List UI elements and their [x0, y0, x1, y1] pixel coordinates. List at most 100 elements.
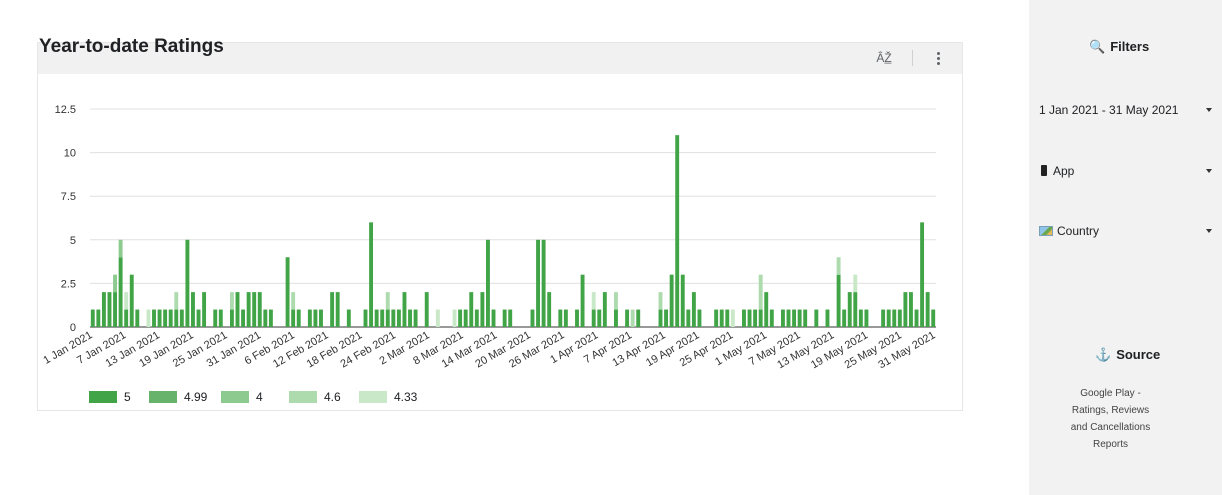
bar-segment[interactable] — [892, 309, 897, 327]
bar-segment[interactable] — [636, 309, 641, 327]
legend-item[interactable]: 4.99 — [149, 389, 207, 404]
bar-segment[interactable] — [291, 309, 296, 327]
bar-segment[interactable] — [825, 309, 830, 327]
bar-segment[interactable] — [797, 309, 802, 327]
bar-segment[interactable] — [157, 309, 162, 327]
bar-segment[interactable] — [268, 309, 273, 327]
bar-segment[interactable] — [803, 309, 808, 327]
bar-segment[interactable] — [742, 309, 746, 327]
bar-segment[interactable] — [719, 309, 724, 327]
bar-segment[interactable] — [458, 309, 463, 327]
bar-segment[interactable] — [307, 309, 312, 327]
bar-segment[interactable] — [909, 292, 913, 327]
bar-segment[interactable] — [263, 309, 268, 327]
legend-item[interactable]: 5 — [89, 389, 131, 404]
bar-segment[interactable] — [229, 292, 234, 310]
bar-segment[interactable] — [658, 292, 663, 310]
bar-segment[interactable] — [218, 309, 223, 327]
bar-segment[interactable] — [385, 309, 390, 327]
bar-segment[interactable] — [491, 309, 496, 327]
bar-segment[interactable] — [842, 309, 847, 327]
bar-segment[interactable] — [747, 309, 752, 327]
bar-segment[interactable] — [591, 292, 596, 310]
bar-segment[interactable] — [257, 292, 262, 327]
bar-segment[interactable] — [241, 309, 246, 327]
bar-segment[interactable] — [118, 257, 123, 327]
bar-segment[interactable] — [174, 292, 179, 310]
bar-segment[interactable] — [669, 274, 674, 327]
sort-icon[interactable]: ÂŽ̲ — [876, 51, 892, 65]
bar-segment[interactable] — [625, 309, 630, 327]
bar-segment[interactable] — [174, 309, 179, 327]
bar-segment[interactable] — [614, 309, 618, 327]
bar-segment[interactable] — [847, 292, 852, 327]
bar-segment[interactable] — [101, 292, 106, 327]
bar-segment[interactable] — [536, 239, 540, 327]
bar-segment[interactable] — [363, 309, 368, 327]
bar-segment[interactable] — [686, 309, 691, 327]
bar-segment[interactable] — [614, 292, 618, 310]
bar-segment[interactable] — [474, 309, 479, 327]
bar-segment[interactable] — [369, 222, 374, 327]
bar-segment[interactable] — [385, 292, 390, 310]
bar-segment[interactable] — [680, 274, 685, 327]
bar-segment[interactable] — [541, 239, 546, 327]
bar-segment[interactable] — [296, 309, 301, 327]
bar-segment[interactable] — [591, 309, 596, 327]
bar-segment[interactable] — [291, 292, 296, 310]
bar-segment[interactable] — [836, 257, 841, 275]
bar-segment[interactable] — [313, 309, 318, 327]
bar-segment[interactable] — [730, 309, 735, 327]
bar-segment[interactable] — [319, 309, 323, 327]
bar-segment[interactable] — [502, 309, 507, 327]
bar-segment[interactable] — [396, 309, 401, 327]
bar-segment[interactable] — [725, 309, 730, 327]
bar-segment[interactable] — [335, 292, 340, 327]
bar-segment[interactable] — [113, 292, 117, 327]
bar-segment[interactable] — [691, 292, 696, 327]
bar-segment[interactable] — [391, 309, 396, 327]
bar-segment[interactable] — [213, 309, 218, 327]
bar-segment[interactable] — [107, 292, 112, 327]
bar-segment[interactable] — [113, 274, 117, 293]
bar-segment[interactable] — [931, 309, 936, 327]
bar-segment[interactable] — [780, 309, 785, 327]
bar-segment[interactable] — [480, 292, 485, 327]
bar-segment[interactable] — [920, 222, 925, 327]
bar-segment[interactable] — [330, 292, 335, 327]
bar-segment[interactable] — [146, 309, 151, 327]
bar-segment[interactable] — [179, 309, 184, 327]
bar-segment[interactable] — [658, 309, 663, 327]
bar-segment[interactable] — [129, 274, 134, 327]
bar-segment[interactable] — [758, 309, 763, 327]
bar-segment[interactable] — [463, 309, 468, 327]
bar-segment[interactable] — [530, 309, 535, 327]
legend-item[interactable]: 4.33 — [359, 389, 417, 404]
legend-item[interactable]: 4 — [221, 389, 263, 404]
bar-segment[interactable] — [547, 292, 552, 327]
bar-segment[interactable] — [196, 309, 201, 327]
date-range-filter[interactable]: 1 Jan 2021 - 31 May 2021 — [1039, 101, 1214, 121]
bar-segment[interactable] — [886, 309, 891, 327]
bar-segment[interactable] — [786, 309, 791, 327]
bar-segment[interactable] — [424, 292, 429, 327]
bar-segment[interactable] — [758, 274, 763, 310]
bar-segment[interactable] — [597, 309, 602, 327]
bar-segment[interactable] — [558, 309, 563, 327]
bar-segment[interactable] — [90, 309, 95, 327]
legend-item[interactable]: 4.6 — [289, 389, 341, 404]
bar-segment[interactable] — [897, 309, 902, 327]
bar-segment[interactable] — [836, 274, 841, 327]
bar-segment[interactable] — [380, 309, 385, 327]
bar-segment[interactable] — [858, 309, 863, 327]
country-filter[interactable]: Country — [1039, 222, 1214, 242]
bar-segment[interactable] — [408, 309, 412, 327]
bar-segment[interactable] — [235, 292, 240, 327]
bar-segment[interactable] — [374, 309, 379, 327]
bar-segment[interactable] — [903, 292, 908, 327]
bar-segment[interactable] — [152, 309, 156, 327]
bar-segment[interactable] — [580, 274, 585, 327]
bar-segment[interactable] — [191, 292, 195, 327]
bar-segment[interactable] — [469, 292, 474, 327]
bar-segment[interactable] — [853, 274, 858, 293]
